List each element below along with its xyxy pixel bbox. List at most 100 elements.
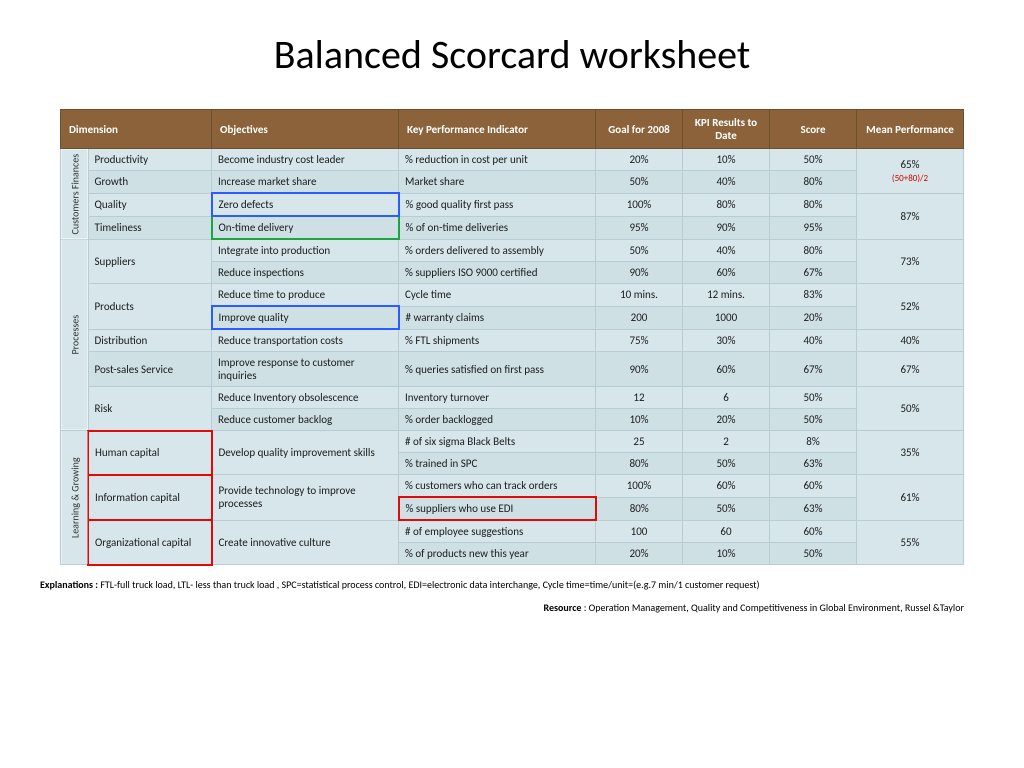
cell-result: 30% — [683, 329, 770, 352]
cell-mean: 61% — [857, 475, 964, 521]
table-row: Processes Suppliers Integrate into produ… — [61, 239, 964, 262]
table-row: Products Reduce time to produce Cycle ti… — [61, 284, 964, 307]
th-objectives: Objectives — [212, 110, 399, 149]
cell-kpi: % FTL shipments — [399, 329, 596, 352]
scorecard-container: Dimension Objectives Key Performance Ind… — [60, 109, 964, 566]
cell-goal: 10 mins. — [596, 284, 683, 307]
cell-goal: 100% — [596, 475, 683, 498]
table-row: Quality Zero defects % good quality firs… — [61, 193, 964, 216]
resource-content: : Operation Management, Quality and Comp… — [584, 601, 964, 614]
cell-obj: Reduce time to produce — [212, 284, 399, 307]
cell-result: 60% — [683, 475, 770, 498]
cell-kpi: % queries satisfied on first pass — [399, 352, 596, 387]
resource-label: Resource — [544, 601, 582, 614]
cell-result: 2 — [683, 431, 770, 453]
cell-dim: Quality — [88, 193, 212, 216]
cell-goal: 50% — [596, 171, 683, 194]
cell-mean: 50% — [857, 387, 964, 431]
cell-mean: 40% — [857, 329, 964, 352]
cell-obj: Increase market share — [212, 171, 399, 194]
cell-dim: Timeliness — [88, 216, 212, 239]
cell-score: 20% — [770, 306, 857, 329]
cell-goal: 90% — [596, 352, 683, 387]
cell-obj: Develop quality improvement skills — [212, 431, 399, 475]
th-kpi: Key Performance Indicator — [399, 110, 596, 149]
th-dimension: Dimension — [61, 110, 212, 149]
cell-obj: Become industry cost leader — [212, 149, 399, 171]
th-score: Score — [770, 110, 857, 149]
cell-score: 95% — [770, 216, 857, 239]
cell-dim-highlighted: Human capital — [88, 431, 212, 475]
cell-obj: Improve response to customer inquiries — [212, 352, 399, 387]
cell-score: 50% — [770, 149, 857, 171]
cell-result: 20% — [683, 409, 770, 431]
cell-dim: Growth — [88, 171, 212, 194]
cell-goal: 50% — [596, 239, 683, 262]
cell-goal: 100% — [596, 193, 683, 216]
cell-dim: Risk — [88, 387, 212, 431]
cell-kpi: % good quality first pass — [399, 193, 596, 216]
cell-kpi: % trained in SPC — [399, 453, 596, 475]
cell-dim-highlighted: Information capital — [88, 475, 212, 521]
cell-result: 6 — [683, 387, 770, 409]
table-row: Distribution Reduce transportation costs… — [61, 329, 964, 352]
th-mean: Mean Performance — [857, 110, 964, 149]
cell-mean: 55% — [857, 520, 964, 565]
cell-score: 40% — [770, 329, 857, 352]
table-row: Learning & Growing Human capital Develop… — [61, 431, 964, 453]
cell-goal: 95% — [596, 216, 683, 239]
cell-mean: 67% — [857, 352, 964, 387]
cell-goal: 90% — [596, 262, 683, 284]
cell-result: 50% — [683, 453, 770, 475]
cell-obj: Reduce transportation costs — [212, 329, 399, 352]
th-results: KPI Results to Date — [683, 110, 770, 149]
vlabel-learning-growing: Learning & Growing — [61, 431, 89, 565]
cell-dim: Distribution — [88, 329, 212, 352]
table-row: Timeliness On-time delivery % of on-time… — [61, 216, 964, 239]
cell-obj: Create innovative culture — [212, 520, 399, 565]
cell-goal: 20% — [596, 149, 683, 171]
vlabel-customers-finances: Customers Finances — [61, 149, 89, 240]
table-row: Organizational capital Create innovative… — [61, 520, 964, 543]
table-row: Information capital Provide technology t… — [61, 475, 964, 498]
explanations-content: FTL-full truck load, LTL- less than truc… — [100, 578, 759, 591]
cell-dim: Post-sales Service — [88, 352, 212, 387]
cell-kpi: Cycle time — [399, 284, 596, 307]
cell-obj: Provide technology to improve processes — [212, 475, 399, 521]
page-title: Balanced Scorcard worksheet — [40, 30, 984, 79]
cell-goal: 80% — [596, 453, 683, 475]
table-row: Post-sales Service Improve response to c… — [61, 352, 964, 387]
cell-kpi: % of on-time deliveries — [399, 216, 596, 239]
cell-score: 63% — [770, 453, 857, 475]
cell-score: 67% — [770, 262, 857, 284]
cell-score: 50% — [770, 387, 857, 409]
cell-mean: 65% (50+80)/2 — [857, 149, 964, 194]
cell-score: 50% — [770, 409, 857, 431]
cell-kpi: Inventory turnover — [399, 387, 596, 409]
cell-dim: Products — [88, 284, 212, 330]
table-row: Risk Reduce Inventory obsolescence Inven… — [61, 387, 964, 409]
cell-kpi-highlighted: % suppliers who use EDI — [399, 497, 596, 520]
cell-result: 90% — [683, 216, 770, 239]
cell-result: 60% — [683, 262, 770, 284]
cell-goal: 100 — [596, 520, 683, 543]
cell-mean: 73% — [857, 239, 964, 284]
cell-result: 10% — [683, 149, 770, 171]
explanations-text: Explanations : FTL-full truck load, LTL-… — [40, 578, 984, 591]
cell-kpi: # of six sigma Black Belts — [399, 431, 596, 453]
cell-result: 40% — [683, 239, 770, 262]
balanced-scorecard-table: Dimension Objectives Key Performance Ind… — [60, 109, 964, 566]
cell-score: 60% — [770, 475, 857, 498]
cell-result: 60 — [683, 520, 770, 543]
cell-result: 1000 — [683, 306, 770, 329]
cell-kpi: % reduction in cost per unit — [399, 149, 596, 171]
cell-score: 80% — [770, 171, 857, 194]
table-row: Growth Increase market share Market shar… — [61, 171, 964, 194]
cell-dim: Suppliers — [88, 239, 212, 284]
cell-goal: 75% — [596, 329, 683, 352]
table-row: Customers Finances Productivity Become i… — [61, 149, 964, 171]
cell-score: 63% — [770, 497, 857, 520]
cell-obj: Reduce customer backlog — [212, 409, 399, 431]
mean-formula: (50+80)/2 — [863, 173, 957, 184]
cell-obj: Integrate into production — [212, 239, 399, 262]
